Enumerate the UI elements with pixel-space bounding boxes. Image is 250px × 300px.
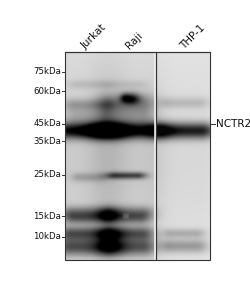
Text: Jurkat: Jurkat — [80, 22, 108, 51]
Text: 45kDa: 45kDa — [33, 119, 61, 128]
Text: Raji: Raji — [123, 30, 144, 51]
Text: 25kDa: 25kDa — [33, 170, 61, 179]
Text: 35kDa: 35kDa — [33, 136, 61, 146]
Text: 10kDa: 10kDa — [33, 232, 61, 242]
Text: THP-1: THP-1 — [177, 22, 206, 51]
Text: 15kDa: 15kDa — [33, 212, 61, 221]
Bar — [155, 52, 210, 260]
Bar — [65, 52, 155, 260]
Text: 75kDa: 75kDa — [33, 67, 61, 76]
Text: NCTR2: NCTR2 — [215, 119, 250, 129]
Text: 60kDa: 60kDa — [33, 87, 61, 96]
